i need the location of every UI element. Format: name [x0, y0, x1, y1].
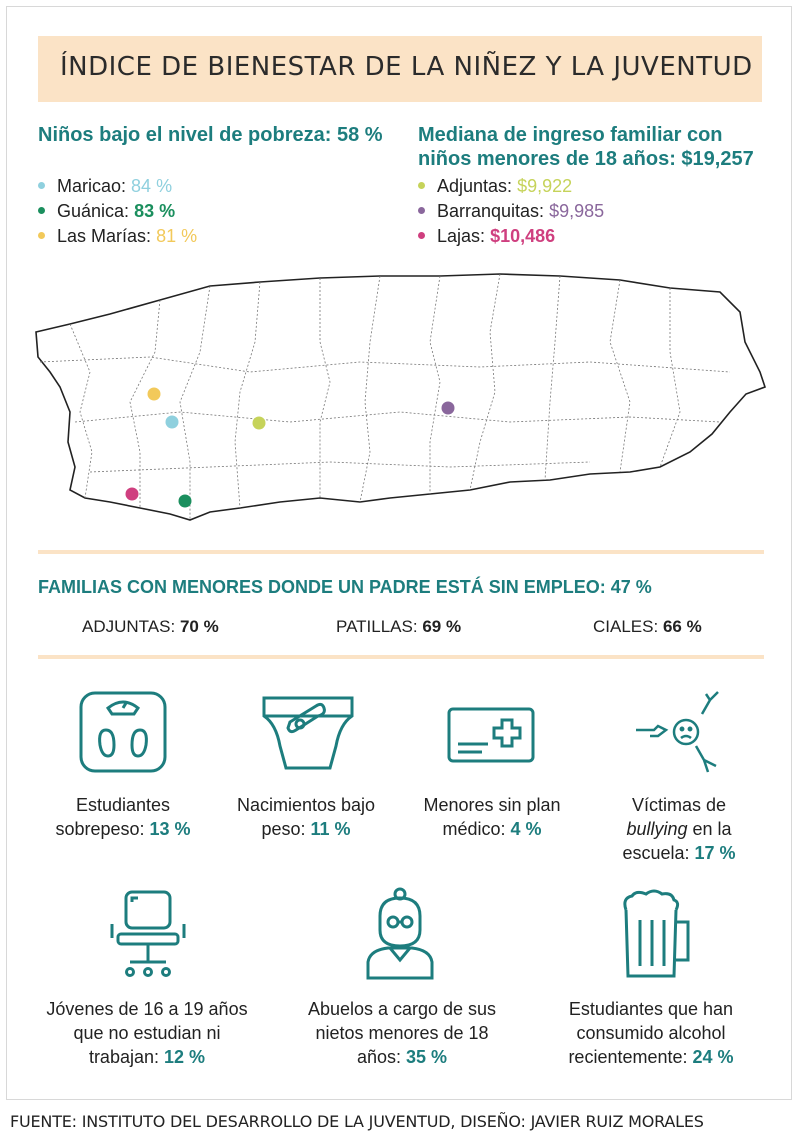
scale-icon [79, 691, 167, 773]
income-item-value: $10,486 [490, 226, 556, 246]
health-card-icon [447, 707, 535, 763]
poverty-item-maricao: Maricao: 84 % [38, 176, 172, 197]
indicator-value: 11 % [310, 819, 351, 839]
puerto-rico-map [35, 273, 767, 521]
las-marias-dot-icon [38, 231, 45, 239]
indicator-alcohol: Estudiantes que han consumido alcohol re… [548, 997, 754, 1069]
poverty-heading: Niños bajo el nivel de pobreza: 58 % [38, 124, 383, 146]
infographic-frame [6, 6, 792, 1100]
grandmother-icon [366, 887, 434, 980]
unemployment-heading: FAMILIAS CON MENORES DONDE UN PADRE ESTÁ… [38, 577, 652, 597]
las-marias-marker-icon [147, 387, 161, 401]
chair-icon [110, 890, 186, 977]
indicator-value: 12 % [164, 1047, 206, 1067]
indicator-grandparents: Abuelos a cargo de sus nietos menores de… [298, 997, 506, 1069]
indicator-bullying: Víctimas de bullying en la escuela: 17 % [604, 793, 754, 865]
income-item-value: $9,922 [517, 176, 573, 196]
indicator-text: Jóvenes de 16 a 19 años que no estudian … [46, 999, 248, 1067]
income-item-name: Barranquitas: [437, 201, 545, 221]
indicator-value: 24 % [692, 1047, 734, 1067]
barranquitas-dot-icon [418, 206, 425, 214]
barranquitas-marker-icon [441, 401, 455, 415]
poverty-item-value: 81 % [156, 226, 198, 246]
page-title: ÍNDICE DE BIENESTAR DE LA NIÑEZ Y LA JUV… [60, 52, 753, 82]
diaper-icon [262, 696, 354, 770]
indicator-text: Estudiantes sobrepeso: [55, 795, 171, 839]
indicator-text: en la escuela: [622, 819, 732, 863]
income-heading-line2: niños menores de 18 años: $19,257 [418, 148, 754, 170]
stat-name: ADJUNTAS: [82, 617, 176, 636]
source-credit: FUENTE: INSTITUTO DEL DESARROLLO DE LA J… [10, 1112, 704, 1131]
poverty-item-name: Maricao: [57, 176, 127, 196]
lajas-dot-icon [418, 231, 425, 239]
indicator-text: Estudiantes que han consumido alcohol re… [568, 999, 734, 1067]
indicator-text-italic: bullying [626, 819, 688, 839]
income-heading-line1: Mediana de ingreso familiar con [418, 124, 723, 146]
indicator-text: Menores sin plan médico: [423, 795, 561, 839]
adjuntas-marker-icon [252, 416, 266, 430]
stat-value: 66 % [662, 617, 702, 636]
stat-value: 69 % [422, 617, 462, 636]
poverty-item-name: Las Marías: [57, 226, 152, 246]
income-item-name: Adjuntas: [437, 176, 513, 196]
indicator-text: Abuelos a cargo de sus nietos menores de… [307, 999, 497, 1067]
divider [38, 550, 764, 554]
unemployment-ciales: CIALES: 66 % [593, 617, 702, 637]
beer-mug-icon [623, 889, 690, 978]
indicator-overweight: Estudiantes sobrepeso: 13 % [38, 793, 208, 841]
guanica-dot-icon [38, 206, 45, 214]
poverty-item-las-marias: Las Marías: 81 % [38, 226, 197, 247]
municipality-borders [39, 273, 731, 520]
income-item-lajas: Lajas: $10,486 [418, 226, 555, 247]
indicator-value: 4 % [510, 819, 542, 839]
title-banner [38, 36, 762, 102]
indicator-not-studying-working: Jóvenes de 16 a 19 años que no estudian … [40, 997, 254, 1069]
divider [38, 655, 764, 659]
stat-value: 70 % [179, 617, 219, 636]
indicator-no-health-plan: Menores sin plan médico: 4 % [408, 793, 576, 841]
poverty-item-name: Guánica: [57, 201, 130, 221]
stat-name: PATILLAS: [336, 617, 418, 636]
maricao-marker-icon [165, 415, 179, 429]
stat-name: CIALES: [593, 617, 659, 636]
island-outline [35, 273, 767, 521]
indicator-value: 13 % [149, 819, 191, 839]
income-item-adjuntas: Adjuntas: $9,922 [418, 176, 572, 197]
indicator-text: Víctimas de [631, 795, 727, 815]
guanica-marker-icon [178, 494, 192, 508]
bullying-icon [636, 691, 719, 773]
income-item-value: $9,985 [549, 201, 605, 221]
income-item-name: Lajas: [437, 226, 486, 246]
indicator-value: 35 % [406, 1047, 448, 1067]
maricao-dot-icon [38, 181, 45, 189]
indicator-value: 17 % [694, 843, 736, 863]
income-item-barranquitas: Barranquitas: $9,985 [418, 201, 604, 222]
adjuntas-dot-icon [418, 181, 425, 189]
lajas-marker-icon [125, 487, 139, 501]
unemployment-patillas: PATILLAS: 69 % [336, 617, 461, 637]
poverty-item-value: 83 % [134, 201, 176, 221]
unemployment-adjuntas: ADJUNTAS: 70 % [82, 617, 219, 637]
poverty-item-guanica: Guánica: 83 % [38, 201, 175, 222]
indicator-low-birth-weight: Nacimientos bajo peso: 11 % [222, 793, 390, 841]
poverty-item-value: 84 % [131, 176, 173, 196]
indicator-text: Nacimientos bajo peso: [236, 795, 376, 839]
